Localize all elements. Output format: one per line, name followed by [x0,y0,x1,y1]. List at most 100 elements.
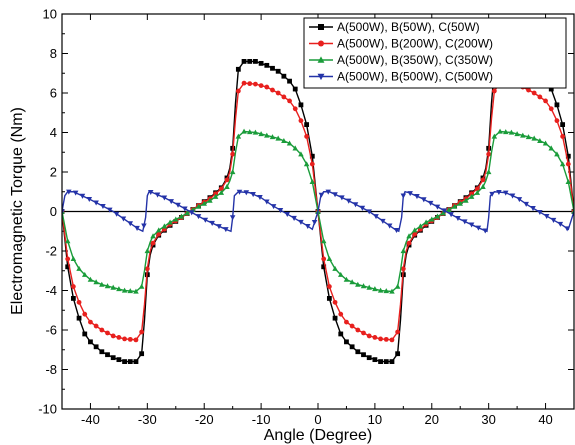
series-point-3 [100,204,106,210]
series-point-3 [414,194,420,200]
series-point-2 [400,248,407,254]
series-point-3 [332,192,338,198]
series-point-3 [462,219,468,225]
x-tick-label: 10 [368,412,382,427]
series-point-2 [485,169,492,175]
series-point-0 [548,86,554,92]
series-point-1 [395,329,401,335]
series-point-1 [526,87,531,93]
series-point-2 [201,200,207,206]
y-tick-label: 0 [50,204,57,219]
series-point-3 [434,204,441,210]
y-tick-label: -6 [45,323,57,338]
series-point-3 [93,200,99,206]
series-point-2 [207,197,213,203]
series-point-2 [212,193,219,199]
series-point-1 [412,231,418,237]
series-point-2 [93,279,99,285]
series-point-1 [127,336,133,342]
series-point-2 [417,223,424,229]
x-tick-label: 0 [314,412,321,427]
series-point-1 [76,299,82,305]
series-point-0 [93,344,99,350]
series-point-2 [275,135,281,141]
series-point-2 [383,288,390,294]
series-point-2 [229,169,236,175]
series-point-3 [62,209,65,215]
x-tick-label: 40 [538,412,552,427]
series-point-2 [514,131,520,137]
series-point-2 [144,248,151,254]
series-point-2 [155,227,162,233]
series-point-0 [304,122,310,127]
series-point-0 [99,349,105,355]
series-point-2 [104,283,111,289]
series-point-2 [451,203,458,209]
series-point-2 [218,189,225,195]
series-point-2 [161,223,168,229]
series-point-2 [133,288,139,294]
series-point-1 [110,333,116,339]
series-point-3 [161,195,168,201]
series-point-1 [469,191,474,197]
series-point-3 [345,198,352,204]
series-point-2 [303,161,310,167]
series-point-1 [281,94,287,100]
series-point-3 [502,190,509,196]
x-tick-label: -20 [195,412,214,427]
series-point-3 [277,208,284,214]
series-point-0 [122,359,127,364]
series-point-0 [355,349,361,355]
series-point-3 [188,210,195,216]
series-point-1 [270,87,275,93]
y-tick-label: -8 [45,362,57,377]
series-point-1 [230,151,236,157]
series-point-2 [121,287,128,293]
series-point-3 [489,191,495,197]
y-tick-label: 10 [43,7,57,22]
series-point-1 [247,81,253,87]
series-point-0 [292,86,298,92]
series-point-2 [355,281,361,287]
series-point-1 [70,284,76,289]
series-point-1 [486,151,492,157]
series-point-3 [496,189,502,196]
series-point-3 [407,191,413,197]
series-point-0 [264,62,270,68]
legend-entry-label: A(500W), B(50W), C(50W) [337,20,480,34]
series-point-3 [468,222,475,228]
series-point-1 [298,118,304,124]
series-point-1 [389,337,395,343]
series-point-1 [99,327,105,333]
series-point-1 [309,161,315,167]
series-point-3 [339,195,345,201]
series-point-0 [361,352,366,358]
x-tick-label: 30 [481,412,495,427]
series-point-1 [304,134,310,139]
series-point-2 [252,129,259,135]
series-point-1 [105,330,110,336]
series-point-2 [76,265,82,271]
series-point-3 [352,202,359,208]
series-point-1 [88,319,93,325]
series-point-0 [366,355,372,361]
series-point-2 [440,210,446,216]
legend-swatch-marker [317,73,325,81]
series-point-2 [360,283,367,289]
legend-swatch-marker [317,56,325,63]
series-point-2 [520,132,526,138]
series-point-3 [400,193,407,199]
legend-entry-label: A(500W), B(350W), C(350W) [337,53,493,67]
y-tick-label: 4 [50,125,57,140]
series-point-1 [122,336,127,342]
series-point-1 [65,256,71,262]
series-point-2 [548,145,555,151]
series-point-0 [321,264,327,270]
series-point-3 [270,204,277,210]
series-point-2 [343,276,350,282]
series-point-0 [309,153,315,159]
series-point-1 [537,94,543,100]
series-point-3 [147,190,154,196]
series-point-1 [372,335,378,340]
series-point-1 [491,88,497,94]
